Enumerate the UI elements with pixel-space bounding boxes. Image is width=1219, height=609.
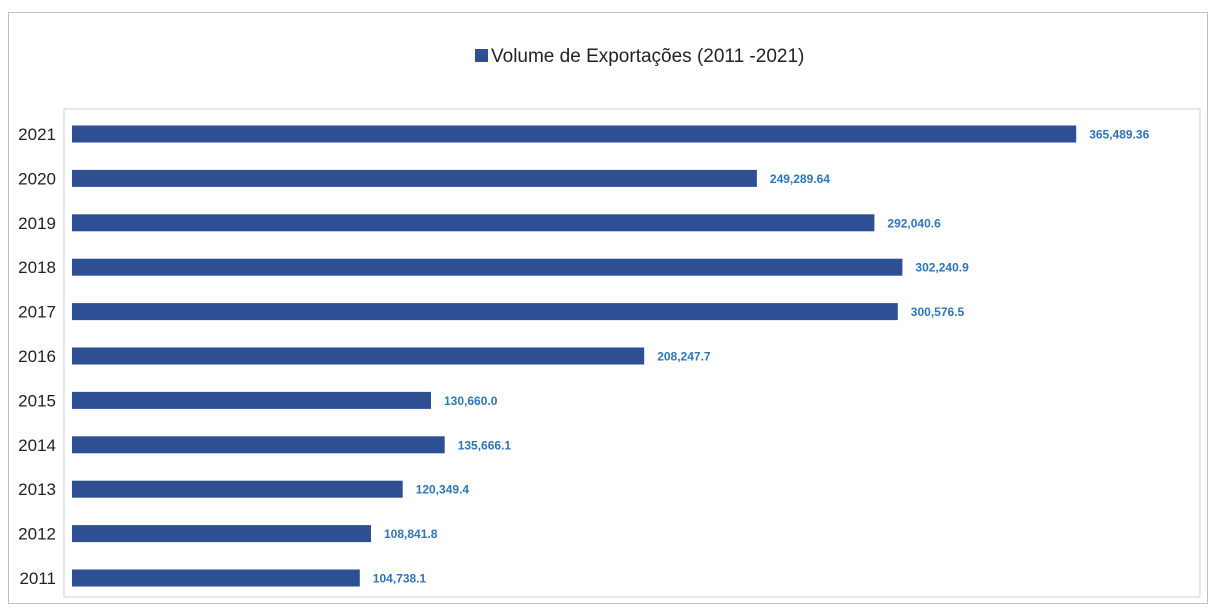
bar-2017 — [72, 303, 898, 321]
bar-2015 — [72, 391, 431, 409]
legend: Volume de Exportações (2011 -2021) — [475, 46, 804, 67]
bar-chart: Volume de Exportações (2011 -2021) 20212… — [18, 46, 1201, 598]
bar-2011 — [72, 569, 360, 587]
y-tick-label: 2020 — [18, 169, 56, 188]
bar-2019 — [72, 214, 875, 232]
y-tick-label: 2019 — [18, 214, 56, 233]
y-tick-label: 2017 — [18, 303, 56, 322]
chart-container: Volume de Exportações (2011 -2021) 2021 2… — [8, 12, 1208, 604]
data-label: 108,841.8 — [384, 527, 438, 541]
data-label: 104,738.1 — [373, 572, 427, 586]
data-label: 120,349.4 — [416, 483, 470, 497]
data-label: 302,240.9 — [915, 261, 969, 275]
bar-2021 — [72, 125, 1077, 143]
data-label: 292,040.6 — [887, 216, 941, 230]
data-labels: 365,489.36 249,289.64 292,040.6 302,240.9 30… — [373, 128, 1150, 586]
bars-layer — [72, 125, 1077, 587]
data-label: 300,576.5 — [911, 305, 965, 319]
data-label: 249,289.64 — [770, 172, 830, 186]
y-tick-label: 2016 — [18, 347, 56, 366]
bar-2020 — [72, 169, 757, 187]
legend-swatch — [475, 49, 488, 62]
bar-2016 — [72, 347, 645, 365]
y-tick-label: 2018 — [18, 258, 56, 277]
y-tick-label: 2015 — [18, 391, 56, 410]
y-tick-label: 2013 — [18, 480, 56, 499]
data-label: 365,489.36 — [1089, 128, 1149, 142]
data-label: 135,666.1 — [458, 438, 512, 452]
data-label: 208,247.7 — [657, 350, 711, 364]
legend-label: Volume de Exportações (2011 -2021) — [491, 46, 804, 67]
y-tick-label: 2011 — [19, 569, 56, 588]
plot-area — [63, 108, 1201, 598]
data-label: 130,660.0 — [444, 394, 498, 408]
y-tick-label: 2012 — [18, 525, 56, 544]
bar-2013 — [72, 480, 403, 498]
y-tick-label: 2021 — [18, 125, 56, 144]
bar-2014 — [72, 436, 445, 454]
bar-2018 — [72, 258, 903, 276]
bar-2012 — [72, 525, 371, 543]
y-axis-ticks: 2021 2020 2019 2018 2017 2016 2015 2014 2013 2012… — [18, 125, 56, 588]
y-tick-label: 2014 — [18, 436, 56, 455]
